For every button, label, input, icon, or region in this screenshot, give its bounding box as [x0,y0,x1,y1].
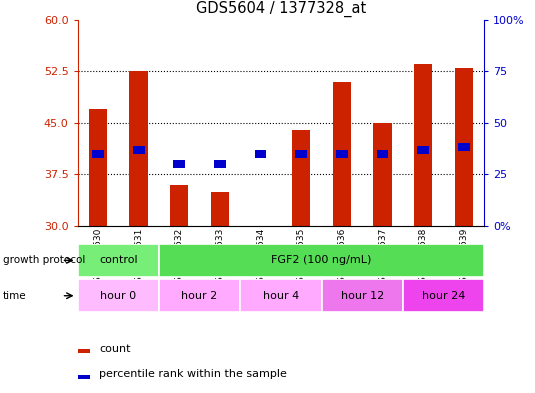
Bar [92,150,104,158]
Bar [322,279,403,312]
Bar [211,191,229,226]
Text: control: control [99,255,137,265]
Bar [129,71,148,226]
Bar [295,150,307,158]
Title: GDS5604 / 1377328_at: GDS5604 / 1377328_at [196,1,366,17]
Bar [78,279,159,312]
Bar [159,279,240,312]
Bar [373,123,392,226]
Bar [133,146,144,154]
Text: hour 12: hour 12 [341,291,384,301]
Text: count: count [99,344,131,354]
Bar [292,130,310,226]
Bar [159,244,484,277]
Text: time: time [3,291,26,301]
Bar [377,150,388,158]
Text: hour 2: hour 2 [181,291,218,301]
Bar [214,160,226,168]
Text: percentile rank within the sample: percentile rank within the sample [99,369,287,379]
Bar [414,64,432,226]
Bar [170,185,188,226]
Bar [333,82,351,226]
Bar [240,279,322,312]
Bar [78,349,90,353]
Bar [173,160,185,168]
Bar [417,146,429,154]
Text: hour 24: hour 24 [422,291,465,301]
Bar [78,375,90,378]
Text: hour 4: hour 4 [263,291,299,301]
Bar [89,109,107,226]
Bar [403,279,484,312]
Text: hour 0: hour 0 [100,291,136,301]
Bar [458,143,470,151]
Bar [455,68,473,226]
Text: FGF2 (100 ng/mL): FGF2 (100 ng/mL) [271,255,372,265]
Bar [255,150,266,158]
Bar [336,150,348,158]
Text: growth protocol: growth protocol [3,255,85,265]
Bar [78,244,159,277]
